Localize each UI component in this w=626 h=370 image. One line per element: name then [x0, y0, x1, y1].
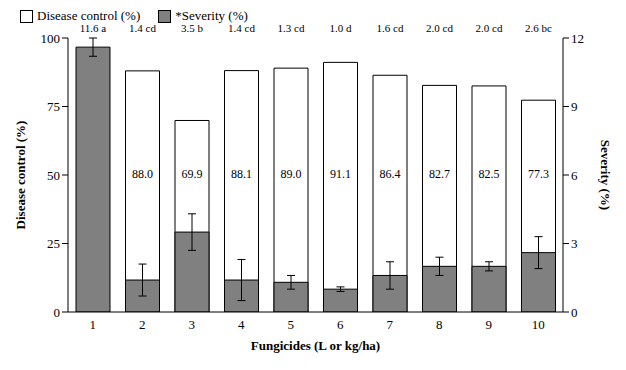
svg-text:1.6 cd: 1.6 cd — [377, 22, 404, 34]
svg-text:77.3: 77.3 — [528, 167, 549, 181]
svg-text:Severity (%): Severity (%) — [598, 140, 613, 210]
svg-text:82.5: 82.5 — [479, 167, 500, 181]
svg-text:100: 100 — [41, 31, 61, 46]
svg-text:88.1: 88.1 — [231, 167, 252, 181]
svg-text:1: 1 — [90, 317, 97, 332]
svg-text:9: 9 — [571, 99, 578, 114]
svg-text:3: 3 — [571, 236, 578, 251]
svg-text:75: 75 — [47, 99, 60, 114]
svg-text:Disease control (%): Disease control (%) — [13, 121, 28, 230]
svg-text:9: 9 — [486, 317, 493, 332]
svg-text:1.4 cd: 1.4 cd — [129, 22, 156, 34]
svg-text:1.4 cd: 1.4 cd — [228, 22, 255, 34]
svg-text:4: 4 — [238, 317, 245, 332]
svg-text:10: 10 — [532, 317, 545, 332]
svg-text:Fungicides (L or kg/ha): Fungicides (L or kg/ha) — [251, 338, 380, 353]
svg-text:82.7: 82.7 — [429, 167, 450, 181]
html-text:*Severity (%): *Severity (%) — [175, 8, 248, 23]
svg-text:0: 0 — [571, 305, 578, 320]
svg-text:11.6 a: 11.6 a — [80, 22, 107, 34]
svg-text:2.0 cd: 2.0 cd — [426, 22, 453, 34]
svg-text:6: 6 — [571, 168, 578, 183]
svg-text:3: 3 — [189, 317, 196, 332]
svg-text:12: 12 — [571, 31, 584, 46]
svg-text:2.6 bc: 2.6 bc — [525, 22, 552, 34]
svg-text:2: 2 — [139, 317, 146, 332]
svg-text:50: 50 — [47, 168, 60, 183]
svg-text:69.9: 69.9 — [182, 167, 203, 181]
svg-text:8: 8 — [436, 317, 443, 332]
svg-text:6: 6 — [337, 317, 344, 332]
svg-text:86.4: 86.4 — [380, 167, 401, 181]
svg-text:1.3 cd: 1.3 cd — [278, 22, 305, 34]
svg-text:25: 25 — [47, 236, 60, 251]
html-text:Disease control (%): Disease control (%) — [37, 8, 141, 23]
svg-text:91.1: 91.1 — [330, 167, 351, 181]
svg-text:89.0: 89.0 — [281, 167, 302, 181]
svg-text:7: 7 — [387, 317, 394, 332]
svg-text:5: 5 — [288, 317, 295, 332]
svg-text:1.0 d: 1.0 d — [330, 22, 353, 34]
svg-text:0: 0 — [54, 305, 61, 320]
svg-text:2.0 cd: 2.0 cd — [476, 22, 503, 34]
svg-text:88.0: 88.0 — [132, 167, 153, 181]
svg-text:3.5 b: 3.5 b — [181, 22, 204, 34]
